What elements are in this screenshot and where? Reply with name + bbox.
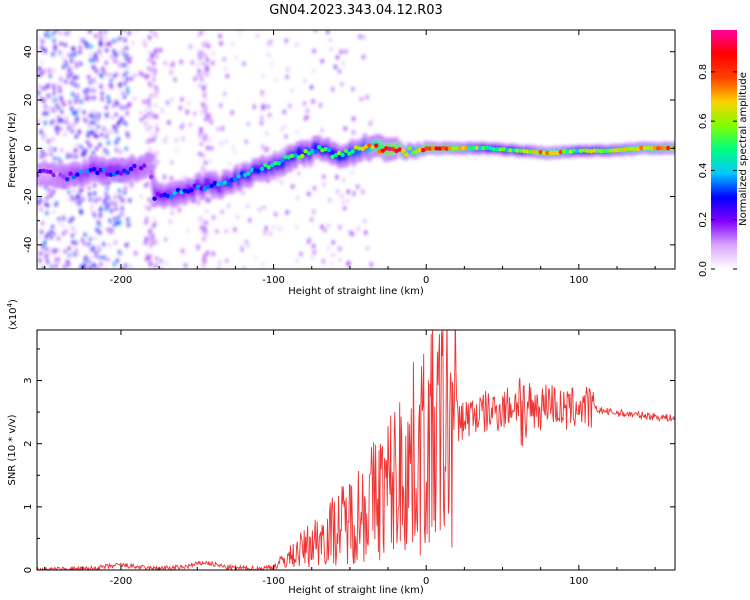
colorbar: 0.0 0.2 0.4 0.6 0.8 Normalized spectral ampl… bbox=[698, 30, 749, 277]
x-tick-label: 100 bbox=[569, 576, 588, 587]
snr-scale-exponent: 4 bbox=[6, 302, 14, 307]
y-tick-label: 20 bbox=[23, 94, 34, 107]
figure-title: GN04.2023.343.04.12.R03 bbox=[269, 3, 443, 18]
y-tick-label: -40 bbox=[23, 237, 34, 253]
snr-scale-text: (x10 bbox=[8, 307, 19, 330]
snr-panel: -200 -100 0 100 0 1 2 3 Height of straight lin… bbox=[6, 299, 676, 596]
colorbar-tick-label: 0.2 bbox=[698, 212, 709, 228]
y-tick-label: 3 bbox=[23, 377, 34, 383]
y-tick-label: 40 bbox=[23, 45, 34, 58]
spectrogram-y-label: Frequency (Hz) bbox=[7, 112, 18, 188]
snr-scale-note: (x104) bbox=[6, 299, 19, 330]
y-tick-label: 0 bbox=[23, 567, 34, 573]
colorbar-tick-label: 0.0 bbox=[698, 261, 709, 277]
spectrogram-heatmap bbox=[37, 30, 675, 269]
y-tick-label: 2 bbox=[23, 440, 34, 446]
snr-y-label: SNR (10 * v/v) bbox=[7, 414, 18, 485]
x-tick-label: -100 bbox=[262, 275, 285, 286]
snr-y-ticks: 0 1 2 3 bbox=[23, 348, 675, 573]
colorbar-tick-label: 0.8 bbox=[698, 64, 709, 80]
snr-series-line bbox=[37, 330, 675, 570]
x-tick-label: -200 bbox=[110, 576, 133, 587]
colorbar-tick-label: 0.6 bbox=[698, 113, 709, 129]
colorbar-ticks: 0.0 0.2 0.4 0.6 0.8 bbox=[698, 64, 737, 277]
y-tick-label: -20 bbox=[23, 188, 34, 204]
spectrogram-ridge bbox=[37, 133, 675, 209]
spectrogram-frame bbox=[36, 29, 676, 270]
x-tick-label: 100 bbox=[569, 275, 588, 286]
spectrogram-x-ticks: -200 -100 0 100 bbox=[44, 30, 656, 286]
spectrogram-x-label: Height of straight line (km) bbox=[288, 286, 424, 297]
colorbar-label: Normalized spectral amplitude bbox=[738, 72, 749, 226]
snr-x-ticks: -200 -100 0 100 bbox=[44, 330, 656, 587]
y-tick-label: 0 bbox=[23, 145, 34, 151]
x-tick-label: -100 bbox=[262, 576, 285, 587]
svg-text:(x104): (x104) bbox=[6, 299, 19, 330]
y-tick-label: 1 bbox=[23, 504, 34, 510]
x-tick-label: 0 bbox=[423, 576, 429, 587]
spectrogram-y-ticks: -40 -20 0 20 40 bbox=[23, 45, 675, 270]
x-tick-label: -200 bbox=[110, 275, 133, 286]
snr-frame bbox=[36, 329, 676, 571]
colorbar-bar bbox=[711, 30, 737, 269]
x-tick-label: 0 bbox=[423, 275, 429, 286]
colorbar-tick-label: 0.4 bbox=[698, 162, 709, 178]
snr-plot-area bbox=[37, 330, 675, 570]
snr-x-label: Height of straight line (km) bbox=[288, 585, 424, 596]
